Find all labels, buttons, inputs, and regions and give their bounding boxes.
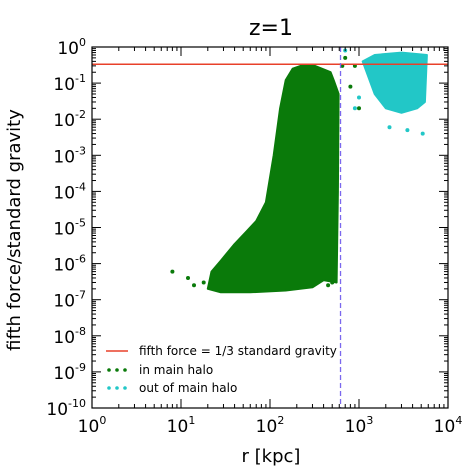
data-point-0-1 <box>186 276 190 280</box>
chart-title: z=1 <box>249 16 293 41</box>
series-region-0 <box>206 63 340 294</box>
x-tick-label: 103 <box>345 414 374 437</box>
x-tick-labels: 100 101 102 103 104 <box>78 414 463 437</box>
data-point-1-4 <box>420 131 425 136</box>
data-point-0-8 <box>348 84 353 89</box>
y-tick-label: 10-5 <box>53 217 86 240</box>
data-point-0-2 <box>192 283 196 288</box>
x-tick-label: 104 <box>434 414 463 437</box>
series-region-1 <box>361 51 428 114</box>
y-tick-label: 10-6 <box>53 253 86 276</box>
x-axis-label: r [kpc] <box>242 446 301 467</box>
legend-swatch-in-main-halo <box>107 368 127 372</box>
data-point-0-5 <box>330 280 335 285</box>
y-tick-label: 10-4 <box>53 180 86 203</box>
legend-label-in-main-halo: in main halo <box>139 363 213 377</box>
ticks-layer <box>91 46 449 409</box>
legend-label-out-of-main-halo: out of main halo <box>139 381 237 395</box>
y-tick-label: 10-1 <box>53 72 86 95</box>
y-tick-label: 100 <box>57 36 86 59</box>
y-tick-label: 10-8 <box>53 325 86 348</box>
data-point-0-10 <box>357 106 361 111</box>
y-tick-label: 10-3 <box>53 144 86 167</box>
data-point-0-0 <box>170 269 175 274</box>
data-point-0-7 <box>343 55 348 60</box>
data-point-0-3 <box>201 280 206 285</box>
y-tick-label: 10-10 <box>46 397 86 420</box>
legend-label-hline: fifth force = 1/3 standard gravity <box>139 344 337 358</box>
data-point-1-2 <box>387 125 392 130</box>
y-tick-label: 10-2 <box>53 108 86 131</box>
x-tick-label: 101 <box>167 414 196 437</box>
data-point-1-0 <box>352 106 357 111</box>
x-tick-label: 102 <box>256 414 285 437</box>
data-point-1-3 <box>405 128 410 133</box>
y-tick-labels: 10-10 10-9 10-8 10-7 10-6 10-5 10-4 10-3 10-2 10-… <box>46 36 86 420</box>
data-layer <box>92 47 448 408</box>
y-axis-label: fifth force/standard gravity <box>4 109 25 351</box>
legend: fifth force = 1/3 standard gravity in ma… <box>106 344 337 395</box>
y-tick-label: 10-7 <box>53 289 86 312</box>
y-tick-label: 10-9 <box>53 361 86 384</box>
data-point-1-1 <box>357 95 361 100</box>
legend-swatch-out-of-main-halo <box>107 386 127 390</box>
x-tick-label: 100 <box>78 414 107 437</box>
data-point-0-4 <box>326 283 331 288</box>
